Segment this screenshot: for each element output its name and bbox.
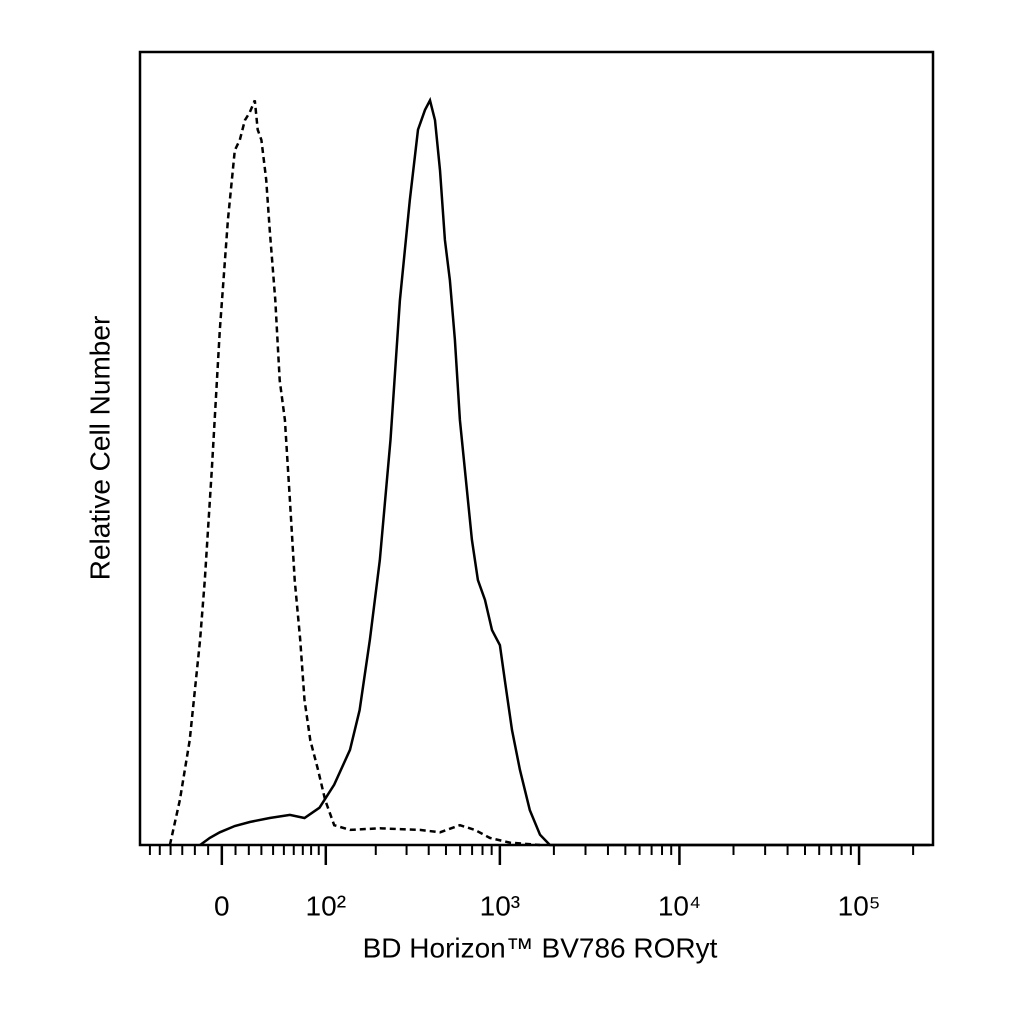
x-tick-label: 10² — [306, 890, 346, 921]
y-axis-label: Relative Cell Number — [84, 316, 115, 581]
histogram-line — [199, 96, 930, 847]
x-axis-label: BD Horizon™ BV786 RORyt — [363, 932, 718, 963]
x-tick-label: 10⁵ — [838, 890, 881, 921]
histogram-line — [168, 99, 541, 847]
x-tick-label: 10³ — [480, 890, 520, 921]
x-tick-label: 0 — [214, 890, 230, 921]
x-tick-label: 10⁴ — [658, 890, 701, 921]
